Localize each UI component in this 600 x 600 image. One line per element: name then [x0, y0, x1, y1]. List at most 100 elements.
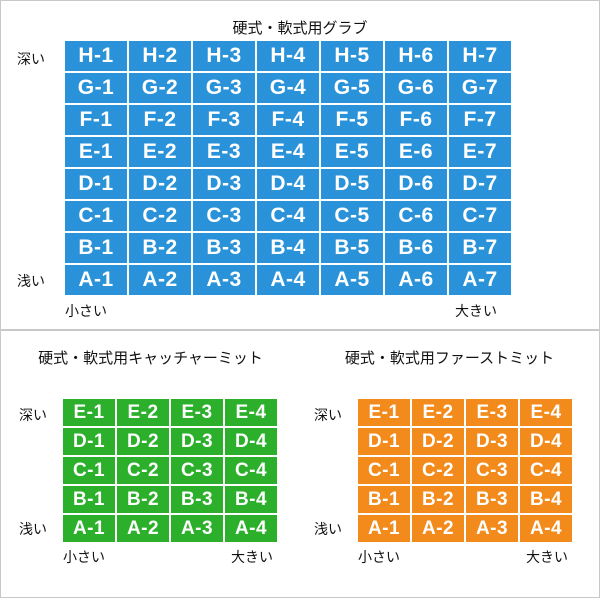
- size-cell: E-2: [412, 399, 464, 426]
- size-cell: C-3: [193, 201, 255, 231]
- xaxis-label-large: 大きい: [526, 547, 568, 567]
- size-cell: H-4: [257, 41, 319, 71]
- size-cell: D-4: [520, 428, 572, 455]
- size-cell: E-5: [321, 137, 383, 167]
- panel-bottom-row: 硬式・軟式用キャッチャーミット 深い 浅い E-1E-2E-3E-4D-1D-2…: [0, 330, 600, 598]
- size-cell: D-3: [466, 428, 518, 455]
- size-cell: A-2: [129, 265, 191, 295]
- size-cell: E-2: [129, 137, 191, 167]
- size-cell: C-1: [63, 457, 115, 484]
- size-cell: D-2: [117, 428, 169, 455]
- xaxis-label-small: 小さい: [358, 547, 400, 567]
- size-cell: G-2: [129, 73, 191, 103]
- size-cell: D-1: [65, 169, 127, 199]
- size-cell: E-2: [117, 399, 169, 426]
- size-cell: E-1: [65, 137, 127, 167]
- xaxis-label-large: 大きい: [455, 301, 497, 321]
- size-cell: C-1: [358, 457, 410, 484]
- size-cell: D-3: [171, 428, 223, 455]
- size-cell: C-6: [385, 201, 447, 231]
- size-cell: F-6: [385, 105, 447, 135]
- yaxis-label-shallow: 浅い: [314, 519, 342, 539]
- size-cell: C-2: [117, 457, 169, 484]
- xaxis-label-small: 小さい: [63, 547, 105, 567]
- title-catcher: 硬式・軟式用キャッチャーミット: [1, 331, 300, 374]
- size-cell: H-3: [193, 41, 255, 71]
- size-cell: D-2: [412, 428, 464, 455]
- size-cell: C-2: [412, 457, 464, 484]
- size-cell: G-6: [385, 73, 447, 103]
- xaxis-label-large: 大きい: [231, 547, 273, 567]
- size-cell: E-3: [171, 399, 223, 426]
- size-cell: D-3: [193, 169, 255, 199]
- size-cell: B-3: [171, 486, 223, 513]
- size-cell: E-7: [449, 137, 511, 167]
- grid-glove: H-1H-2H-3H-4H-5H-6H-7G-1G-2G-3G-4G-5G-6G…: [65, 41, 511, 295]
- size-cell: G-4: [257, 73, 319, 103]
- size-cell: D-1: [358, 428, 410, 455]
- size-cell: A-4: [257, 265, 319, 295]
- size-cell: C-7: [449, 201, 511, 231]
- size-cell: B-2: [412, 486, 464, 513]
- size-cell: A-2: [117, 515, 169, 542]
- size-cell: E-4: [225, 399, 277, 426]
- size-cell: A-6: [385, 265, 447, 295]
- size-cell: D-6: [385, 169, 447, 199]
- size-cell: A-1: [65, 265, 127, 295]
- size-cell: B-4: [225, 486, 277, 513]
- size-cell: F-4: [257, 105, 319, 135]
- size-cell: D-7: [449, 169, 511, 199]
- size-cell: C-2: [129, 201, 191, 231]
- size-cell: G-1: [65, 73, 127, 103]
- size-cell: H-5: [321, 41, 383, 71]
- size-cell: H-1: [65, 41, 127, 71]
- yaxis-label-deep: 深い: [19, 405, 47, 425]
- size-cell: H-7: [449, 41, 511, 71]
- yaxis-label-deep: 深い: [17, 49, 45, 69]
- size-cell: A-1: [63, 515, 115, 542]
- size-cell: D-2: [129, 169, 191, 199]
- size-cell: C-4: [520, 457, 572, 484]
- size-cell: B-1: [63, 486, 115, 513]
- size-cell: A-1: [358, 515, 410, 542]
- size-cell: E-3: [193, 137, 255, 167]
- size-cell: B-2: [117, 486, 169, 513]
- size-cell: B-1: [65, 233, 127, 263]
- size-cell: F-7: [449, 105, 511, 135]
- grid-first: E-1E-2E-3E-4D-1D-2D-3D-4C-1C-2C-3C-4B-1B…: [358, 399, 572, 542]
- size-cell: E-6: [385, 137, 447, 167]
- size-cell: A-7: [449, 265, 511, 295]
- size-cell: D-1: [63, 428, 115, 455]
- size-cell: E-3: [466, 399, 518, 426]
- size-cell: E-4: [257, 137, 319, 167]
- size-cell: C-4: [225, 457, 277, 484]
- size-cell: B-5: [321, 233, 383, 263]
- size-cell: A-3: [193, 265, 255, 295]
- size-cell: B-1: [358, 486, 410, 513]
- size-cell: E-1: [358, 399, 410, 426]
- size-cell: H-2: [129, 41, 191, 71]
- size-cell: A-3: [171, 515, 223, 542]
- size-cell: G-3: [193, 73, 255, 103]
- size-cell: D-4: [257, 169, 319, 199]
- size-cell: C-3: [171, 457, 223, 484]
- size-cell: A-4: [520, 515, 572, 542]
- size-cell: F-1: [65, 105, 127, 135]
- size-cell: B-6: [385, 233, 447, 263]
- size-cell: C-1: [65, 201, 127, 231]
- size-cell: G-5: [321, 73, 383, 103]
- size-cell: B-2: [129, 233, 191, 263]
- xaxis-label-small: 小さい: [65, 301, 107, 321]
- grid-catcher: E-1E-2E-3E-4D-1D-2D-3D-4C-1C-2C-3C-4B-1B…: [63, 399, 277, 542]
- size-cell: B-3: [193, 233, 255, 263]
- size-cell: E-4: [520, 399, 572, 426]
- yaxis-label-deep: 深い: [314, 405, 342, 425]
- size-cell: A-5: [321, 265, 383, 295]
- yaxis-label-shallow: 浅い: [17, 271, 45, 291]
- size-cell: F-3: [193, 105, 255, 135]
- title-glove: 硬式・軟式用グラブ: [1, 1, 599, 44]
- size-cell: D-5: [321, 169, 383, 199]
- panel-first: 硬式・軟式用ファーストミット 深い 浅い E-1E-2E-3E-4D-1D-2D…: [300, 331, 599, 597]
- size-cell: C-5: [321, 201, 383, 231]
- size-cell: C-4: [257, 201, 319, 231]
